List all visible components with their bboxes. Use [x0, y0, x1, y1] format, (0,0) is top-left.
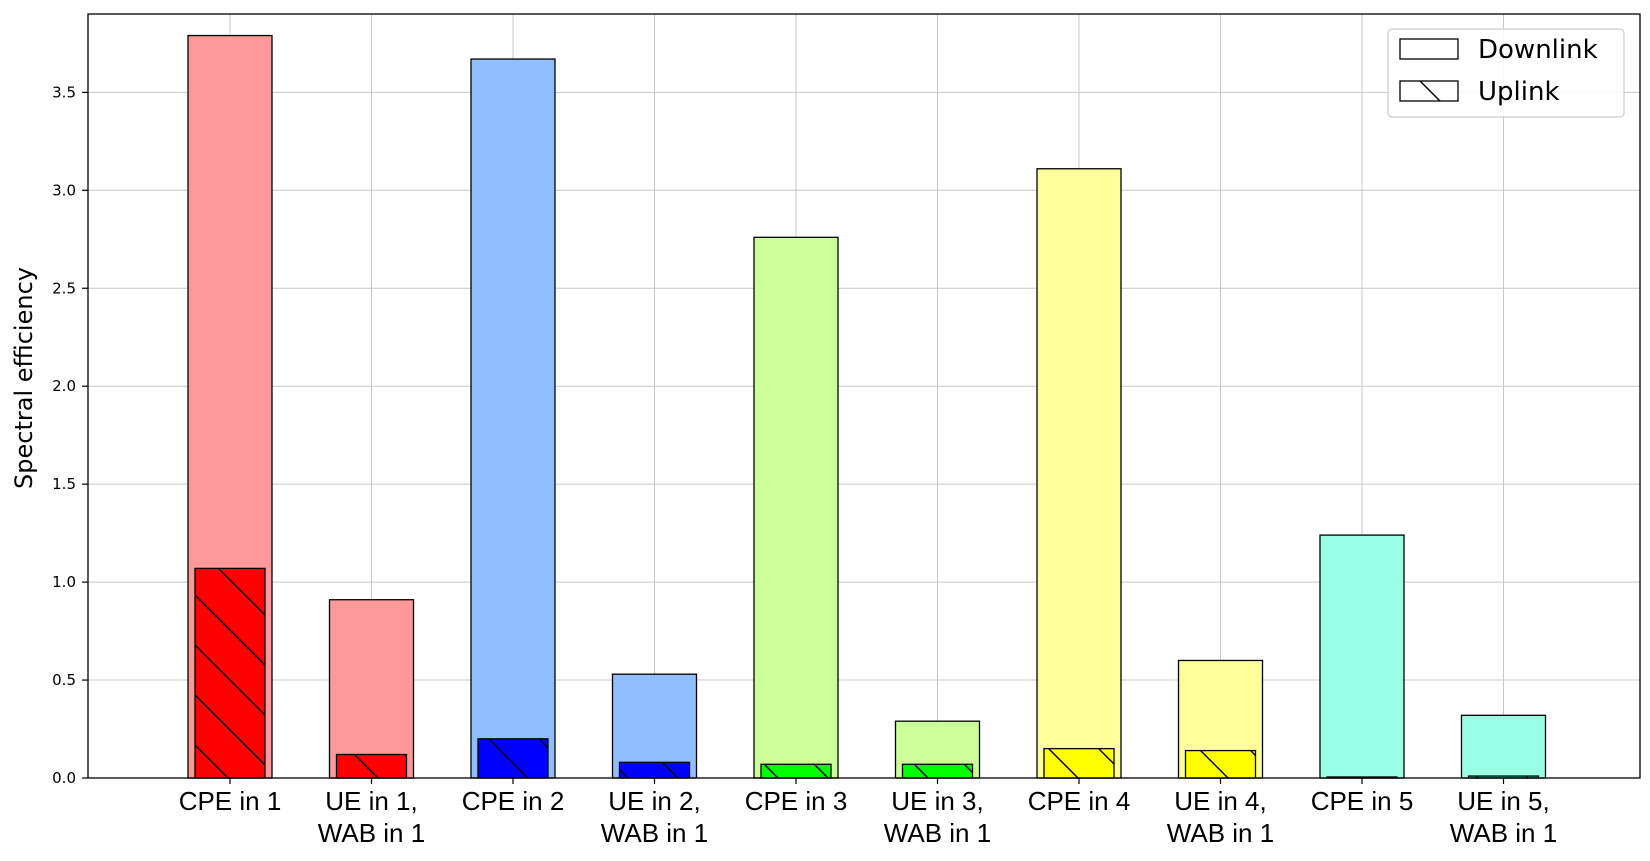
x-tick-label-0: CPE in 1: [179, 786, 282, 816]
plot-frame: [87, 13, 1641, 779]
y-tick-label-1: 0.5: [52, 671, 76, 689]
bars: [187, 34, 1547, 779]
x-axis: CPE in 1 UE in 1, WAB in 1 CPE in 2 UE in 2,…: [179, 778, 1557, 848]
x-tick-label-8: CPE in 5: [1311, 786, 1414, 816]
bar-uplink-hatch-9: [1468, 776, 1539, 778]
legend-label-downlink: Downlink: [1478, 35, 1598, 65]
y-axis: 0.0 0.5 1.0 1.5 2.0 2.5 3.0 3.5: [52, 83, 88, 787]
legend-swatch-uplink-hatch: [1419, 80, 1441, 102]
bar-downlink-2: [470, 58, 556, 779]
bar-downlink-9: [1460, 714, 1547, 779]
bar-uplink-hatch-2: [478, 738, 548, 778]
x-tick-label-7: UE in 4, WAB in 1: [1167, 786, 1274, 848]
y-axis-title: Spectral efficiency: [10, 267, 38, 489]
x-tick-label-3: UE in 2, WAB in 1: [601, 786, 708, 848]
y-tick-label-0: 0.0: [52, 769, 76, 787]
bar-downlink-4: [753, 236, 839, 779]
x-tick-label-6: CPE in 4: [1028, 786, 1131, 816]
bar-uplink-hatch-5: [902, 764, 973, 778]
legend-swatch-uplink: [1399, 80, 1459, 102]
y-tick-label-3: 1.5: [52, 475, 76, 493]
bar-uplink-hatch-1: [336, 754, 407, 778]
bar-downlink-1: [328, 599, 415, 779]
y-tick-label-6: 3.0: [52, 181, 76, 199]
bar-uplink-hatch-3: [619, 762, 690, 778]
x-tick-label-2: CPE in 2: [462, 786, 565, 816]
bar-uplink-hatch-6: [1044, 748, 1114, 778]
bar-uplink-hatch-7: [1185, 750, 1256, 778]
bar-downlink-8: [1319, 534, 1405, 779]
y-tick-label-5: 2.5: [52, 279, 76, 297]
y-tick-label-2: 1.0: [52, 573, 76, 591]
x-tick-label-1: UE in 1, WAB in 1: [318, 786, 425, 848]
legend-swatch-downlink: [1399, 38, 1459, 60]
x-tick-label-4: CPE in 3: [745, 786, 848, 816]
legend-label-uplink: Uplink: [1478, 77, 1560, 107]
bar-downlink-6: [1036, 168, 1122, 779]
bar-downlink-3: [611, 673, 698, 779]
y-tick-label-4: 2.0: [52, 377, 76, 395]
x-tick-label-9: UE in 5, WAB in 1: [1450, 786, 1557, 848]
y-tick-label-7: 3.5: [52, 83, 76, 101]
bar-uplink-hatch-4: [761, 764, 831, 778]
legend: Downlink Uplink: [1387, 28, 1625, 118]
bar-uplink-hatch-0: [195, 568, 265, 778]
x-tick-label-5: UE in 3, WAB in 1: [884, 786, 991, 848]
grid: [88, 14, 1640, 779]
